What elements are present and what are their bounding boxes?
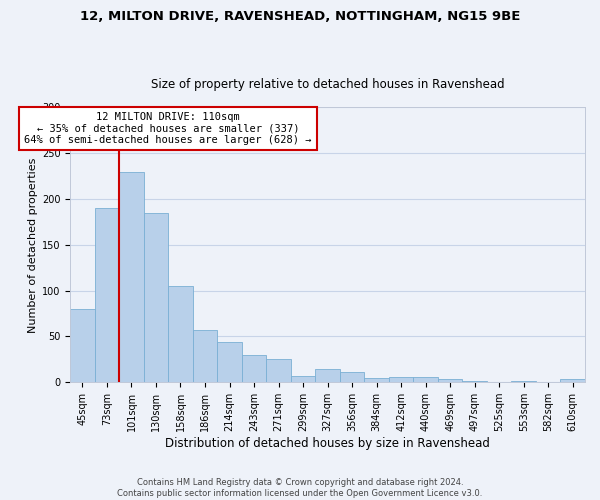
Bar bbox=[217, 342, 242, 382]
Bar bbox=[144, 213, 168, 382]
Bar bbox=[193, 330, 217, 382]
Bar bbox=[413, 376, 438, 382]
Bar bbox=[291, 376, 316, 382]
Bar bbox=[438, 380, 463, 382]
Bar bbox=[560, 380, 585, 382]
Text: 12, MILTON DRIVE, RAVENSHEAD, NOTTINGHAM, NG15 9BE: 12, MILTON DRIVE, RAVENSHEAD, NOTTINGHAM… bbox=[80, 10, 520, 23]
Text: 12 MILTON DRIVE: 110sqm
← 35% of detached houses are smaller (337)
64% of semi-d: 12 MILTON DRIVE: 110sqm ← 35% of detache… bbox=[25, 112, 312, 145]
X-axis label: Distribution of detached houses by size in Ravenshead: Distribution of detached houses by size … bbox=[165, 437, 490, 450]
Bar bbox=[95, 208, 119, 382]
Bar bbox=[364, 378, 389, 382]
Y-axis label: Number of detached properties: Number of detached properties bbox=[28, 157, 38, 332]
Bar bbox=[316, 370, 340, 382]
Bar bbox=[340, 372, 364, 382]
Bar bbox=[266, 360, 291, 382]
Text: Contains HM Land Registry data © Crown copyright and database right 2024.
Contai: Contains HM Land Registry data © Crown c… bbox=[118, 478, 482, 498]
Bar bbox=[168, 286, 193, 382]
Bar bbox=[119, 172, 144, 382]
Bar bbox=[70, 309, 95, 382]
Bar bbox=[389, 376, 413, 382]
Bar bbox=[242, 354, 266, 382]
Title: Size of property relative to detached houses in Ravenshead: Size of property relative to detached ho… bbox=[151, 78, 505, 91]
